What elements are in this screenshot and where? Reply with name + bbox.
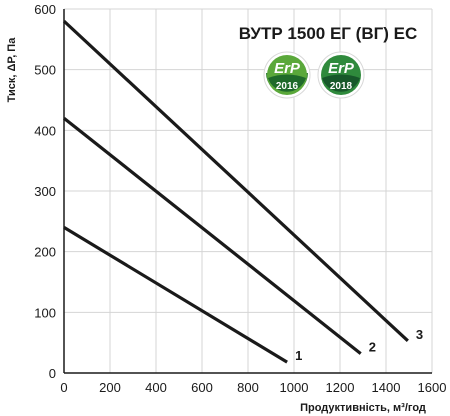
y-tick-label: 0 [49,366,56,381]
y-tick-label: 300 [34,184,56,199]
series-line-2 [63,116,362,355]
x-tick-label: 1200 [326,380,355,395]
erp-2018-badge: ErP 2018 [317,51,365,99]
y-tick-label: 600 [34,2,56,17]
y-tick-label: 400 [34,123,56,138]
x-tick-label: 1600 [418,380,447,395]
y-tick-labels: 0 100 200 300 400 500 600 [34,2,56,381]
x-tick-labels: 0 200 400 600 800 1000 1200 1400 1600 [60,380,446,395]
chart-title: ВУТР 1500 ЕГ (ВГ) ЕС [239,24,417,43]
x-tick-label: 1000 [280,380,309,395]
series-line-1 [63,226,288,364]
erp-2016-badge: ErP 2016 [263,51,311,99]
y-axis-title: Тиск, ΔР, Па [6,37,18,103]
y-tick-label: 200 [34,245,56,260]
x-axis-title: Продуктивність, м³/год [300,402,426,414]
series-line-3 [62,19,409,343]
svg-text:ErP: ErP [328,60,355,77]
series-label-2: 2 [369,340,376,355]
series-label-1: 1 [295,348,302,363]
svg-text:2018: 2018 [330,81,353,92]
x-tick-label: 600 [191,380,213,395]
series-label-3: 3 [416,327,423,342]
y-tick-label: 500 [34,63,56,78]
x-tick-label: 200 [99,380,121,395]
svg-text:2016: 2016 [276,81,299,92]
x-tick-label: 800 [237,380,259,395]
y-tick-label: 100 [34,305,56,320]
x-tick-label: 1400 [372,380,401,395]
svg-text:ErP: ErP [274,60,301,77]
x-tick-label: 400 [145,380,167,395]
series-lines: 1 2 3 [62,19,423,364]
axes [63,9,432,374]
x-tick-label: 0 [60,380,67,395]
